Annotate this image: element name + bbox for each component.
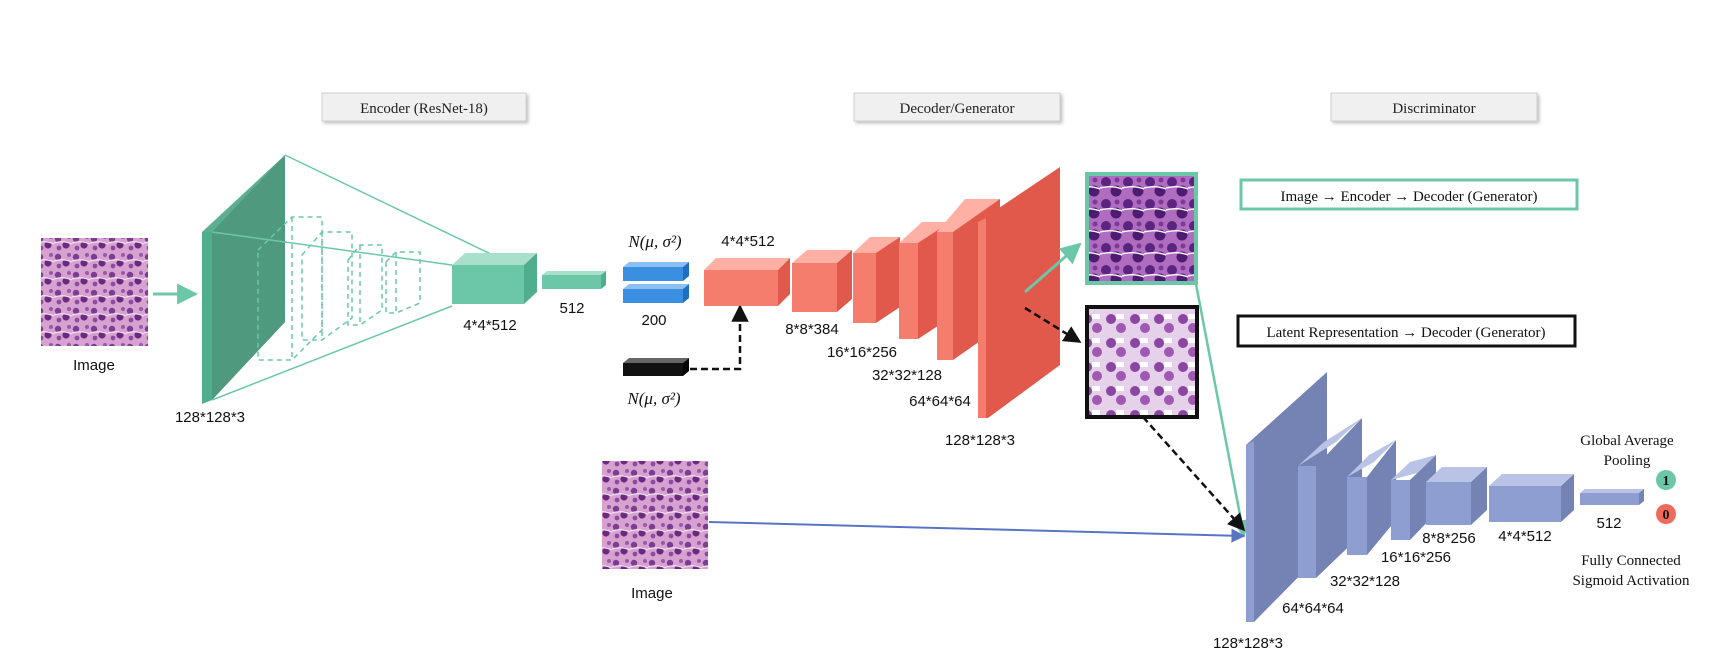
latent-vector-mu <box>623 262 689 281</box>
discriminator-layer-5 <box>1426 467 1487 525</box>
decoder-layer-1 <box>704 258 790 306</box>
generated-to-discriminator-black-arrow <box>1142 416 1246 532</box>
encoder-funnel-bottom <box>211 305 453 401</box>
section-title-decoder: Decoder/Generator <box>900 101 1015 117</box>
encoder-funnel-mid <box>211 231 453 266</box>
discriminator-layer-3-dims: 32*32*128 <box>1330 573 1400 590</box>
real-image-label: Image <box>631 585 673 602</box>
discriminator-vector-dims: 512 <box>1596 515 1621 532</box>
discriminator-output-vector <box>1580 489 1644 505</box>
encoder-input-slab-side <box>202 232 212 404</box>
real-image-input <box>602 461 708 569</box>
section-header-encoder: Encoder (ResNet-18) <box>321 92 527 122</box>
discriminator-layer-6 <box>1489 474 1574 522</box>
decoder-layer-2-dims: 8*8*384 <box>785 321 838 338</box>
decoder-layer-4-dims: 32*32*128 <box>872 367 942 384</box>
legend-encoder-path: Image → Encoder → Decoder (Generator) <box>1239 178 1579 211</box>
generated-to-discriminator-teal-arrow <box>1194 283 1250 538</box>
decoder-layer-1-dims: 4*4*512 <box>721 233 774 250</box>
sigmoid-activation-label: Sigmoid Activation <box>1572 573 1690 589</box>
encoder-funnel-top <box>284 154 498 258</box>
generated-image-from-latent <box>1085 305 1199 419</box>
decoder-layer-6-dims: 128*128*3 <box>945 432 1015 449</box>
decoder-to-generated-teal-arrow <box>1024 242 1082 294</box>
real-image-to-discriminator-arrow <box>708 521 1246 543</box>
encoder-input-dims: 128*128*3 <box>175 409 245 426</box>
noise-vector <box>623 358 689 376</box>
encoder-input-slab-face <box>212 155 285 400</box>
discriminator-block: 128*128*3 64*64*64 32*32*128 16*16*256 8… <box>1213 372 1690 652</box>
input-image-label: Image <box>73 357 115 374</box>
legend-encoder-path-text: Image → Encoder → Decoder (Generator) <box>1281 189 1538 205</box>
latent-distribution-bottom: N(μ, σ²) <box>626 389 681 408</box>
discriminator-layer-6-dims: 4*4*512 <box>1498 528 1551 545</box>
legend-latent-path-text: Latent Representation → Decoder (Generat… <box>1266 325 1545 341</box>
encoder-residual-blocks <box>257 216 421 361</box>
decoder-layer-6 <box>978 167 1060 418</box>
section-title-discriminator: Discriminator <box>1392 101 1475 117</box>
decoder-block: 4*4*512 8*8*384 16*16*256 32*32*128 64*6… <box>704 167 1060 449</box>
noise-to-decoder-arrow <box>690 304 749 371</box>
latent-block: N(μ, σ²) 200 N(μ, σ²) <box>623 232 749 408</box>
legend-latent-path: Latent Representation → Decoder (Generat… <box>1236 314 1577 348</box>
input-image-encoder <box>41 238 148 346</box>
output-real-label: 1 <box>1663 474 1670 489</box>
latent-vector-sigma <box>623 284 689 303</box>
latent-size: 200 <box>641 312 666 329</box>
discriminator-layer-3 <box>1347 440 1396 555</box>
section-header-decoder: Decoder/Generator <box>853 92 1061 122</box>
discriminator-layer-1-dims: 128*128*3 <box>1213 635 1283 652</box>
latent-distribution-top: N(μ, σ²) <box>627 232 682 251</box>
section-header-discriminator: Discriminator <box>1330 92 1538 122</box>
output-fake-label: 0 <box>1663 508 1670 523</box>
discriminator-layer-5-dims: 8*8*256 <box>1422 530 1475 547</box>
encoder-vector-dims: 512 <box>559 300 584 317</box>
encoder-block: Image 128*128*3 4*4*512 <box>41 154 606 426</box>
decoder-layer-3-dims: 16*16*256 <box>827 344 897 361</box>
encoder-output-vector <box>542 271 606 289</box>
output-fake-node: 0 <box>1656 504 1676 524</box>
global-average-pooling-label: Global Average Pooling <box>1580 433 1674 469</box>
fully-connected-label: Fully Connected <box>1581 553 1681 569</box>
encoder-feature-dims: 4*4*512 <box>463 317 516 334</box>
output-real-node: 1 <box>1656 470 1676 490</box>
decoder-layer-3 <box>853 237 900 323</box>
encoder-output-cube <box>452 253 537 304</box>
generated-image-from-encoder <box>1085 172 1198 285</box>
discriminator-layer-2-dims: 64*64*64 <box>1282 600 1344 617</box>
discriminator-layer-4-dims: 16*16*256 <box>1381 549 1451 566</box>
decoder-layer-5-dims: 64*64*64 <box>909 393 971 410</box>
decoder-layer-2 <box>792 250 852 312</box>
section-title-encoder: Encoder (ResNet-18) <box>360 101 488 117</box>
